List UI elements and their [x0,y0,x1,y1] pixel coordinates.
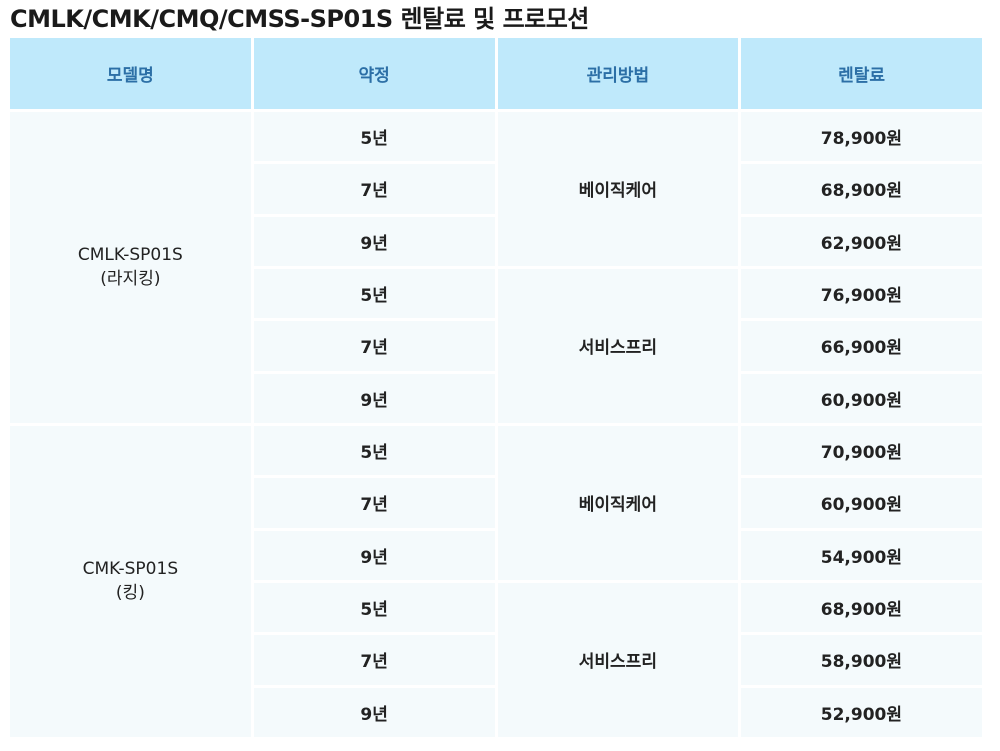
price-cell: 60,900원 [741,373,982,423]
price-cell: 68,900원 [741,582,982,633]
term-cell: 5년 [253,425,495,476]
care-method-cell: 서비스프리 [497,268,739,423]
price-cell: 54,900원 [741,530,982,580]
model-cell: CMLK-SP01S (라지킹) [10,112,251,423]
table-header-row: 모델명 약정 관리방법 렌탈료 [10,38,982,109]
term-cell: 5년 [253,268,495,319]
table-row: 9년 62,900원 [10,216,982,266]
care-method-cell: 베이직케어 [497,112,739,266]
term-cell: 7년 [253,321,495,371]
table-row: 7년 58,900원 [10,635,982,685]
price-cell: 60,900원 [741,478,982,528]
table-row: 7년 60,900원 [10,478,982,528]
term-cell: 9년 [253,216,495,266]
term-cell: 7년 [253,164,495,214]
term-cell: 9년 [253,530,495,580]
price-cell: 62,900원 [741,216,982,266]
header-term: 약정 [253,38,495,109]
table-row: 7년 66,900원 [10,321,982,371]
model-cell: CMK-SP01S (킹) [10,425,251,737]
table-row: 7년 68,900원 [10,164,982,214]
price-cell: 58,900원 [741,635,982,685]
price-cell: 76,900원 [741,268,982,319]
term-cell: 9년 [253,687,495,737]
term-cell: 5년 [253,582,495,633]
table-row: CMLK-SP01S (라지킹) 5년 베이직케어 78,900원 [10,112,982,423]
header-model: 모델명 [10,38,251,109]
table-row: 9년 54,900원 [10,530,982,580]
table-row: 5년 서비스프리 68,900원 [10,582,982,737]
care-method-cell: 베이직케어 [497,425,739,580]
care-method-cell: 서비스프리 [497,582,739,737]
term-cell: 5년 [253,112,495,162]
price-cell: 68,900원 [741,164,982,214]
page-title: CMLK/CMK/CMQ/CMSS-SP01S 렌탈료 및 프로모션 [10,5,589,33]
price-cell: 66,900원 [741,321,982,371]
price-cell: 70,900원 [741,425,982,476]
header-care-method: 관리방법 [497,38,739,109]
model-sub: (라지킹) [100,269,161,290]
model-sub: (킹) [115,583,145,604]
table-row: CMK-SP01S (킹) 5년 베이직케어 70,900원 [10,425,982,737]
price-cell: 52,900원 [741,687,982,737]
rental-price-table: 모델명 약정 관리방법 렌탈료 CMLK-SP01S (라지킹) 5년 베이직케… [7,35,985,740]
table-row: 9년 52,900원 [10,687,982,737]
term-cell: 7년 [253,635,495,685]
price-cell: 78,900원 [741,112,982,162]
model-name: CMLK-SP01S [77,245,183,266]
term-cell: 7년 [253,478,495,528]
header-rental-fee: 렌탈료 [741,38,982,109]
model-name: CMK-SP01S [82,559,179,580]
table-row: 5년 서비스프리 76,900원 [10,268,982,423]
term-cell: 9년 [253,373,495,423]
table-row: 9년 60,900원 [10,373,982,423]
